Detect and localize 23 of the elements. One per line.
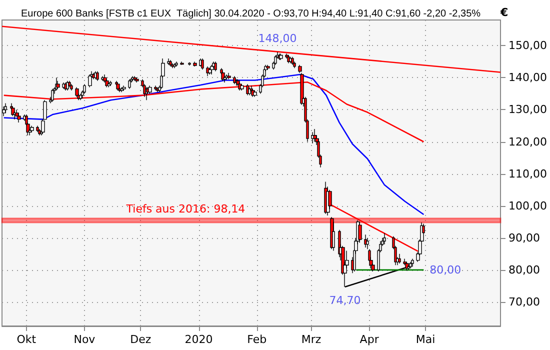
y-tick-label: 80,00 bbox=[508, 263, 540, 276]
y-axis-title: € bbox=[500, 6, 508, 19]
y-tick-label: 130,00 bbox=[508, 103, 548, 116]
y-tick-label: 120,00 bbox=[508, 135, 548, 148]
annotation: 148,00 bbox=[258, 32, 297, 46]
chart-title: Europe 600 Banks [FSTB c1 EUX Täglich] 30.04.2020 - O:93,70 H:94,40 L:91,40 C:91,60 -2,20 -2,35% bbox=[21, 8, 481, 20]
y-tick-label: 70,00 bbox=[508, 295, 540, 308]
y-tick-label: 90,00 bbox=[508, 231, 540, 244]
x-tick-label: Okt bbox=[16, 333, 37, 346]
x-tick-label: Mrz bbox=[301, 333, 322, 346]
y-tick-label: 140,00 bbox=[508, 71, 548, 84]
y-tick-label: 110,00 bbox=[508, 167, 548, 180]
x-tick-label: 2020 bbox=[184, 333, 213, 346]
x-tick-label: Nov bbox=[74, 333, 96, 346]
x-tick-label: Mai bbox=[416, 333, 436, 346]
band-label: Tiefs aus 2016: 98,14 bbox=[125, 202, 246, 216]
x-tick-label: Dez bbox=[130, 333, 152, 346]
annotation: 74,70 bbox=[329, 294, 361, 307]
annotation: 80,00 bbox=[430, 263, 462, 276]
y-tick-label: 100,00 bbox=[508, 199, 548, 212]
x-tick-label: Feb bbox=[247, 333, 267, 346]
x-tick-label: Apr bbox=[360, 333, 380, 346]
y-tick-label: 150,00 bbox=[508, 39, 548, 52]
